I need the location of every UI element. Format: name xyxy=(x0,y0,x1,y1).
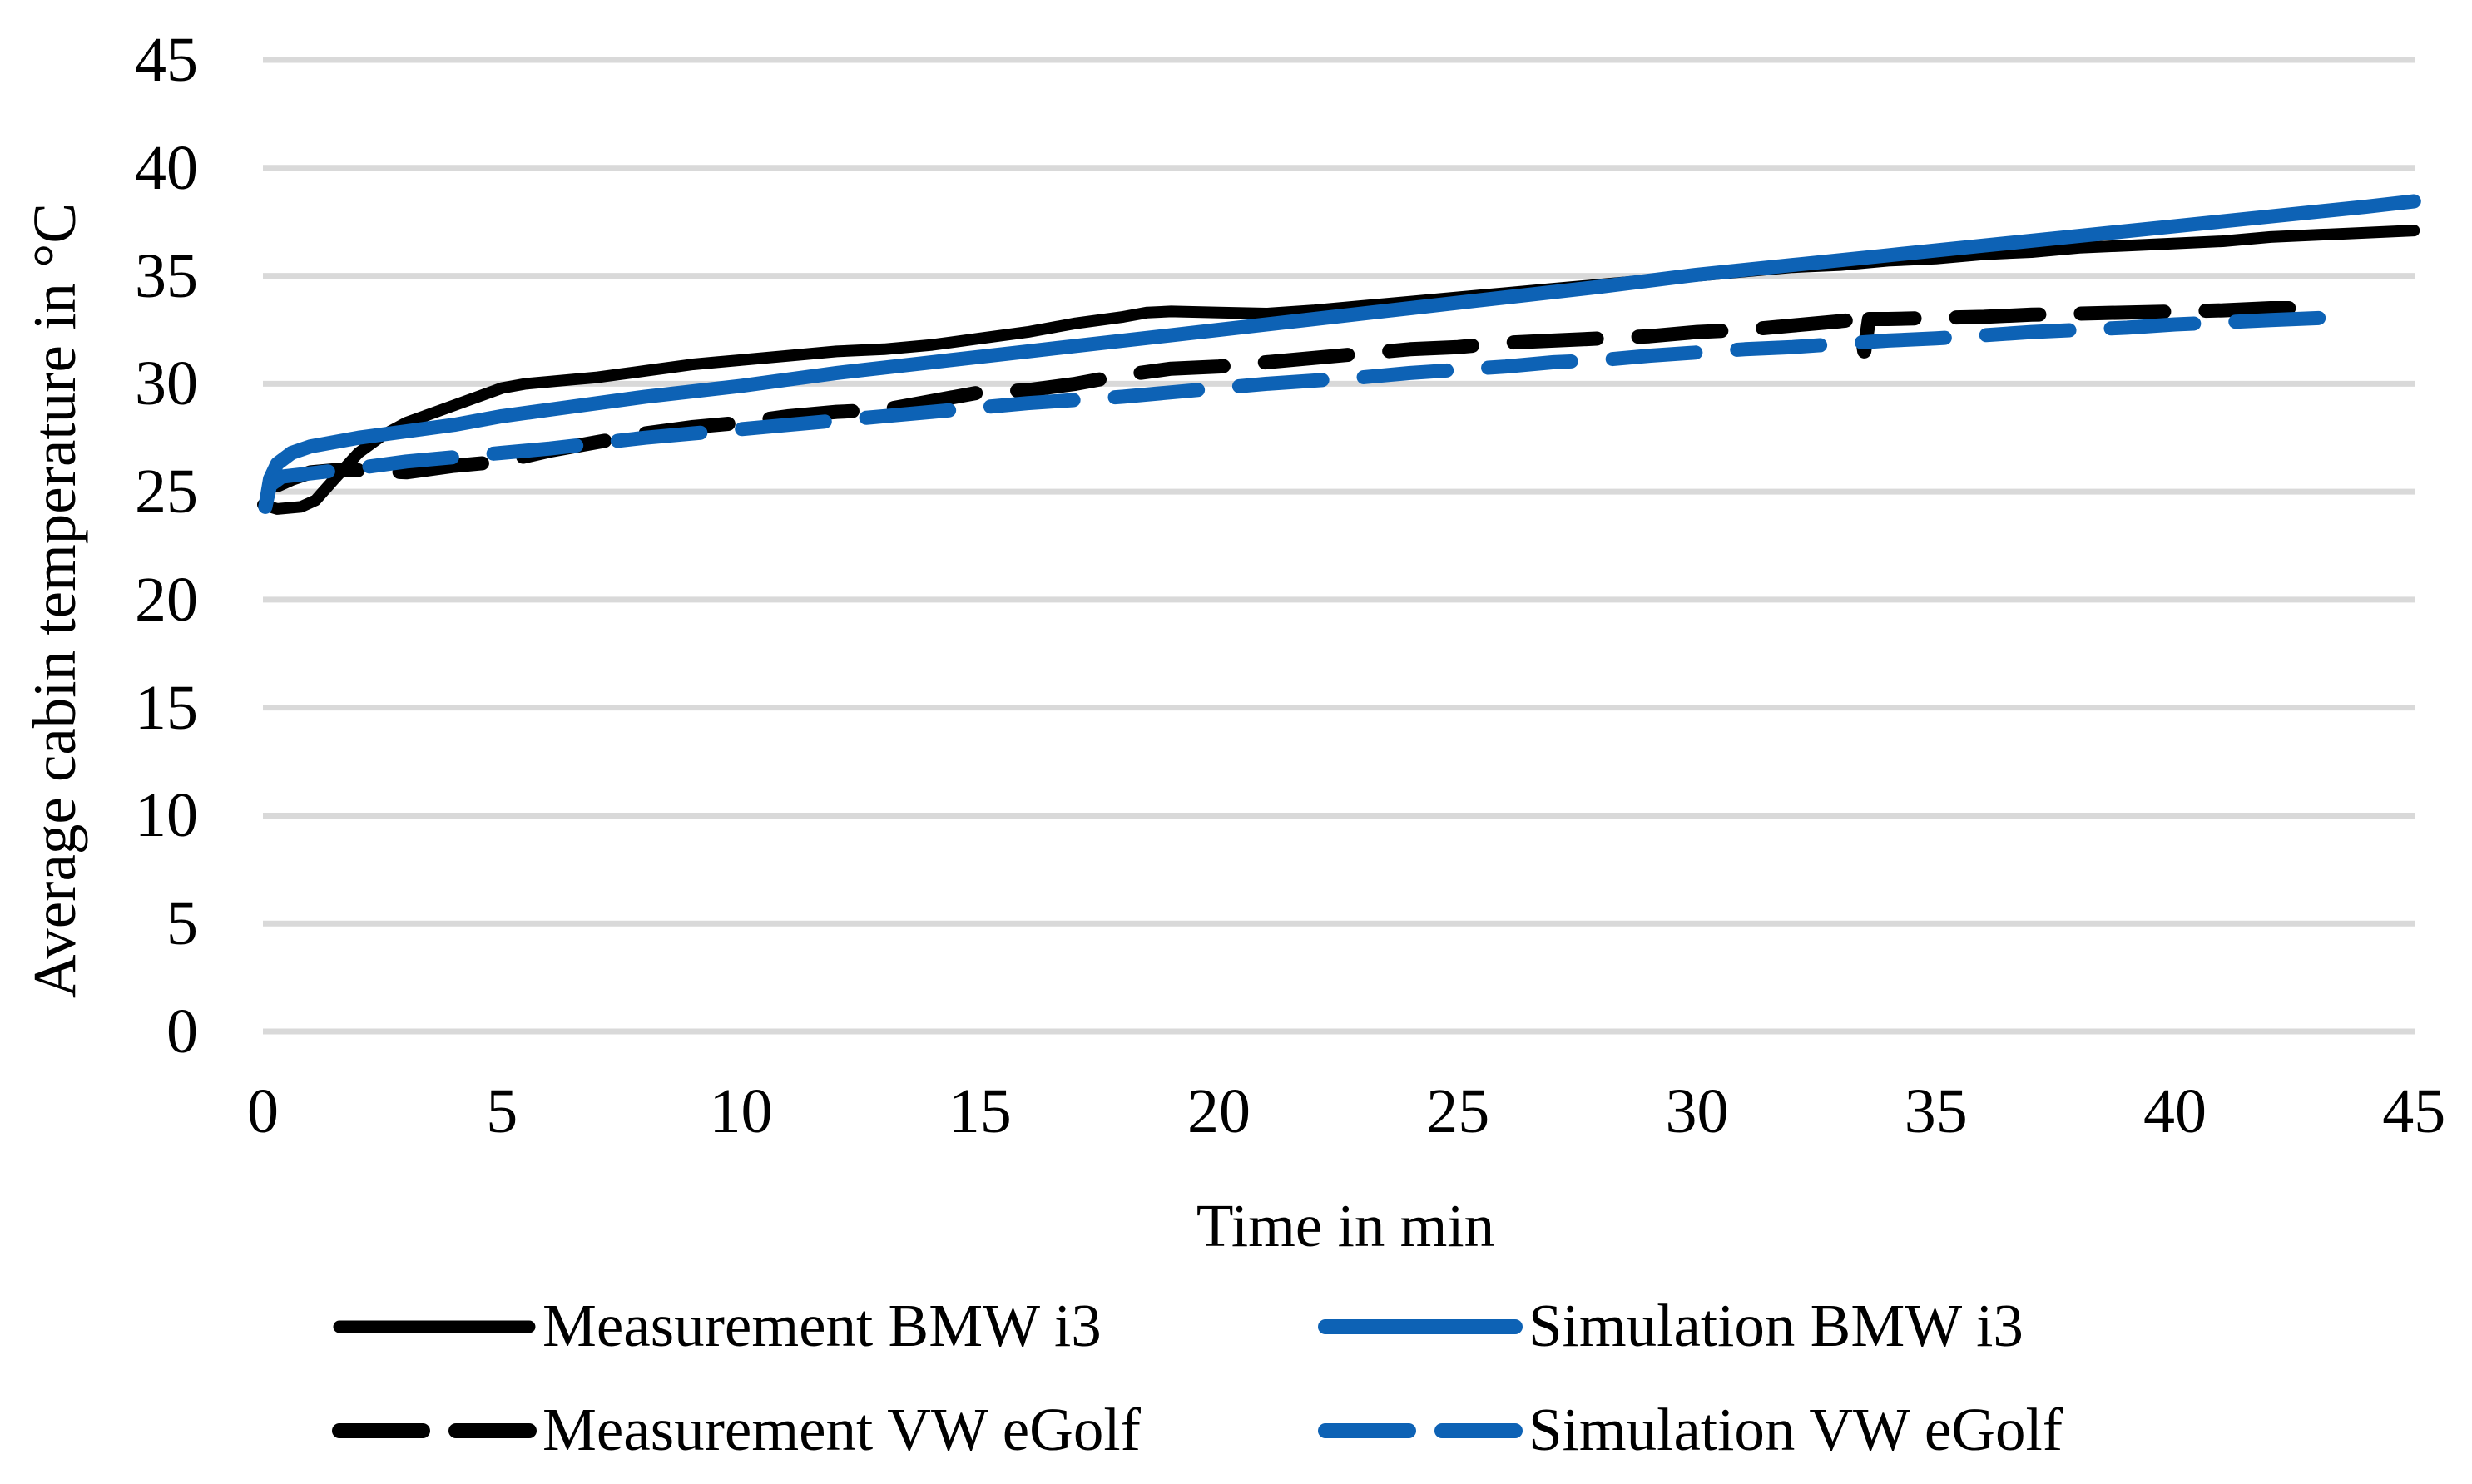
y-tick-label-40: 40 xyxy=(135,132,198,203)
series-line-measurement-bmw-i3 xyxy=(257,225,2420,515)
x-tick-label-5: 5 xyxy=(486,1076,518,1146)
x-tick-label-30: 30 xyxy=(1665,1076,1729,1146)
y-tick-label-45: 45 xyxy=(135,25,198,96)
x-tick-label-45: 45 xyxy=(2382,1076,2446,1146)
legend-label-simulation-bmw-i3: Simulation BMW i3 xyxy=(1528,1292,2024,1360)
y-axis-title: Average cabin temperature in °C xyxy=(21,202,88,999)
x-tick-label-40: 40 xyxy=(2143,1076,2207,1146)
y-tick-label-30: 30 xyxy=(135,349,198,419)
x-tick-label-15: 15 xyxy=(948,1076,1012,1146)
x-tick-label-35: 35 xyxy=(1904,1076,1968,1146)
y-tick-label-0: 0 xyxy=(166,997,198,1066)
legend-label-simulation-vw-egolf: Simulation VW eGolf xyxy=(1528,1396,2063,1464)
y-tick-label-20: 20 xyxy=(135,564,198,635)
y-tick-label-25: 25 xyxy=(135,457,198,527)
x-axis-title: Time in min xyxy=(1196,1192,1495,1259)
y-tick-label-10: 10 xyxy=(135,780,198,851)
y-tick-label-35: 35 xyxy=(135,240,198,311)
series-line-simulation-bmw-i3 xyxy=(258,194,2421,514)
series-line-simulation-vw-egolf xyxy=(258,309,2355,514)
legend-label-measurement-bmw-i3: Measurement BMW i3 xyxy=(542,1292,1102,1360)
x-tick-label-20: 20 xyxy=(1187,1076,1251,1146)
x-tick-label-0: 0 xyxy=(247,1076,279,1146)
y-tick-label-5: 5 xyxy=(166,888,198,959)
x-tick-label-25: 25 xyxy=(1426,1076,1490,1146)
x-tick-label-10: 10 xyxy=(709,1076,773,1146)
y-tick-label-15: 15 xyxy=(135,672,198,743)
legend-label-measurement-vw-egolf: Measurement VW eGolf xyxy=(542,1396,1141,1464)
